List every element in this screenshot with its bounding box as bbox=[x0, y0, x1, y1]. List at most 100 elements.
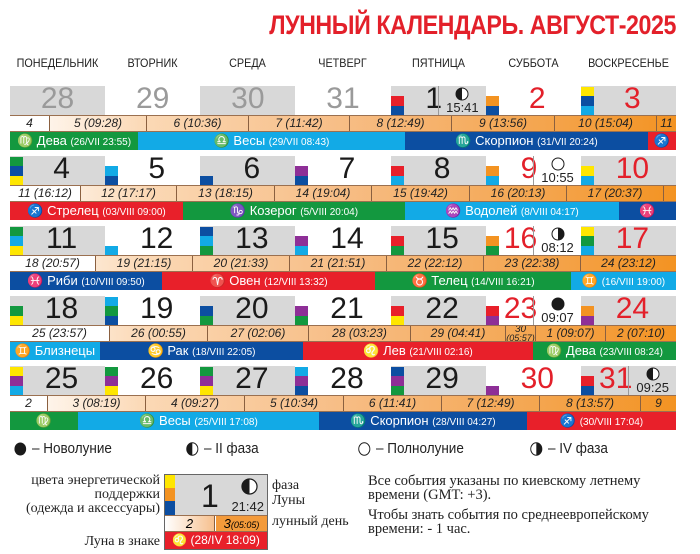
day-cell[interactable]: 10 bbox=[580, 152, 676, 185]
zodiac-glyph-icon: ♎ bbox=[139, 413, 156, 428]
zodiac-glyph-icon: ♍ bbox=[35, 413, 53, 428]
day-cell[interactable]: 15 bbox=[390, 222, 486, 255]
day-cell[interactable]: 21 bbox=[295, 292, 390, 325]
energy-color-swatches bbox=[580, 156, 594, 185]
zodiac-date: (12/VIII 13:32) bbox=[264, 277, 328, 288]
day-cell[interactable]: 22 bbox=[390, 292, 486, 325]
zodiac-name: Водолей bbox=[465, 203, 518, 218]
lunar-day: 30 (05:57) bbox=[506, 326, 536, 341]
zodiac-date: (25/VIII 17:08) bbox=[194, 417, 258, 428]
date-number: 28 bbox=[40, 82, 75, 115]
date-number: 14 bbox=[330, 222, 364, 255]
energy-color-swatches bbox=[485, 156, 499, 185]
lunar-day: 23 (22:38) bbox=[484, 256, 581, 271]
key-sample-lunar-day: 2 bbox=[165, 516, 215, 531]
zodiac-name: Козерог bbox=[249, 203, 297, 218]
day-cell[interactable]: 29 bbox=[390, 362, 486, 395]
zodiac-name: Риби bbox=[47, 273, 78, 288]
date-number: 20 bbox=[235, 292, 269, 325]
energy-color-swatches bbox=[200, 226, 214, 255]
day-cell[interactable]: 9 10:55 bbox=[485, 152, 581, 185]
day-cell[interactable]: 28 bbox=[10, 82, 106, 115]
day-cell[interactable]: 31 bbox=[295, 82, 390, 115]
lunar-day: 27 (02:06) bbox=[208, 326, 309, 341]
day-cell[interactable]: 5 bbox=[105, 152, 200, 185]
day-cell[interactable]: 20 bbox=[200, 292, 296, 325]
lunar-day: 16 (20:13) bbox=[470, 186, 567, 201]
zodiac-sign: ♈ Овен (12/VIII 13:32) bbox=[162, 272, 375, 290]
zodiac-sign: ♎ Весы (25/VIII 17:08) bbox=[78, 412, 319, 430]
zodiac-date: (30/VIII 17:04) bbox=[579, 417, 644, 428]
day-cell[interactable]: 7 bbox=[295, 152, 390, 185]
zodiac-name: Близнецы bbox=[34, 343, 96, 358]
day-cell[interactable]: 4 bbox=[10, 152, 106, 185]
day-cell[interactable]: 18 bbox=[10, 292, 106, 325]
day-cell[interactable]: 23 09:07 bbox=[485, 292, 581, 325]
zodiac-glyph-icon: ♐ bbox=[653, 133, 671, 148]
zodiac-sign: ♑ Козерог (5/VIII 20:04) bbox=[183, 202, 405, 220]
zodiac-glyph-icon: ♎ bbox=[213, 133, 230, 148]
day-cell[interactable]: 27 bbox=[200, 362, 296, 395]
day-cell[interactable]: 19 bbox=[105, 292, 200, 325]
day-cell[interactable]: 2 bbox=[485, 82, 581, 115]
day-cell[interactable]: 1 15:41 bbox=[390, 82, 486, 115]
date-number: 21 bbox=[330, 292, 364, 325]
zodiac-sign: ♊ (16/VIII 19:00) bbox=[571, 272, 676, 290]
day-cell[interactable]: 30 bbox=[200, 82, 296, 115]
zodiac-sign: ♏ Скорпион (31/VII 20:24) bbox=[405, 132, 648, 150]
day-cell[interactable]: 26 bbox=[105, 362, 200, 395]
day-cell[interactable]: 31 09:25 bbox=[580, 362, 676, 395]
week-row-2: 4 5 6 7 8 9 10:55 10 11 (16:12) 12 (17:17) 13 (18:… bbox=[10, 152, 676, 220]
day-cell[interactable]: 12 bbox=[105, 222, 200, 255]
date-number: 11 bbox=[45, 222, 78, 255]
legend-new-moon: – Новолуние bbox=[14, 440, 112, 457]
key-sample-sign: ♌ (28/IV 18:09) bbox=[165, 532, 267, 549]
key-color-swatches bbox=[165, 475, 175, 515]
moon-phase: 09:25 bbox=[628, 366, 676, 395]
legend-fourth-phase: – IV фаза bbox=[530, 440, 608, 457]
day-cell[interactable]: 11 bbox=[10, 222, 106, 255]
day-cell[interactable]: 24 bbox=[580, 292, 676, 325]
day-cell[interactable]: 17 bbox=[580, 222, 676, 255]
day-cell[interactable]: 13 bbox=[200, 222, 296, 255]
day-cell[interactable]: 3 bbox=[580, 82, 676, 115]
date-number: 25 bbox=[44, 362, 79, 395]
day-cell[interactable]: 29 bbox=[105, 82, 200, 115]
day-cell[interactable]: 14 bbox=[295, 222, 390, 255]
date-number: 4 bbox=[53, 152, 70, 185]
lunar-day: 8 (13:57) bbox=[540, 396, 641, 411]
weekday-4: ЧЕТВЕРГ bbox=[318, 56, 368, 70]
zodiac-glyph-icon: ♌ bbox=[363, 343, 380, 358]
lunar-day: 6 (10:36) bbox=[147, 116, 249, 131]
day-cell[interactable]: 25 bbox=[10, 362, 106, 395]
energy-color-swatches bbox=[10, 366, 23, 395]
energy-color-swatches bbox=[580, 366, 594, 395]
zodiac-name: Скорпион bbox=[370, 413, 429, 428]
week-row-1: 28 29 30 31 1 15:41 2 3 4 5 (09:28) 6 (10:36) 7 (11… bbox=[10, 82, 676, 150]
lunar-day: 7 (11:42) bbox=[249, 116, 350, 131]
first-quarter-icon bbox=[455, 87, 469, 101]
energy-color-swatches bbox=[295, 296, 309, 325]
lunar-day: 2 bbox=[10, 396, 48, 411]
weekday-5: ПЯТНИЦА bbox=[411, 56, 465, 70]
energy-color-swatches bbox=[485, 86, 499, 115]
weekday-2: ВТОРНИК bbox=[127, 56, 178, 70]
energy-color-swatches bbox=[580, 296, 594, 325]
day-cell[interactable]: 6 bbox=[200, 152, 296, 185]
timezone-note: Все события указаны по киевскому летнему… bbox=[368, 473, 649, 537]
zodiac-glyph-icon: ♊ bbox=[14, 343, 32, 358]
new-moon-icon bbox=[14, 442, 27, 455]
weekday-1: ПОНЕДЕЛЬНИК bbox=[16, 56, 99, 70]
day-cell[interactable]: 28 bbox=[295, 362, 390, 395]
lunar-day: 29 (04:41) bbox=[411, 326, 506, 341]
key-phase-label: фаза bbox=[272, 478, 300, 493]
day-cell[interactable]: 16 08:12 bbox=[485, 222, 581, 255]
day-cell[interactable]: 8 bbox=[390, 152, 486, 185]
zodiac-glyph-icon: ♑ bbox=[229, 203, 247, 218]
zodiac-date: (29/VII 08:43) bbox=[268, 137, 330, 148]
lunar-day: 24 (23:12) bbox=[601, 256, 656, 270]
last-quarter-icon bbox=[551, 227, 565, 241]
day-cell[interactable]: 30 bbox=[485, 362, 581, 395]
lunar-day: 9 bbox=[655, 396, 662, 410]
zodiac-date: (31/VII 20:24) bbox=[537, 137, 598, 148]
